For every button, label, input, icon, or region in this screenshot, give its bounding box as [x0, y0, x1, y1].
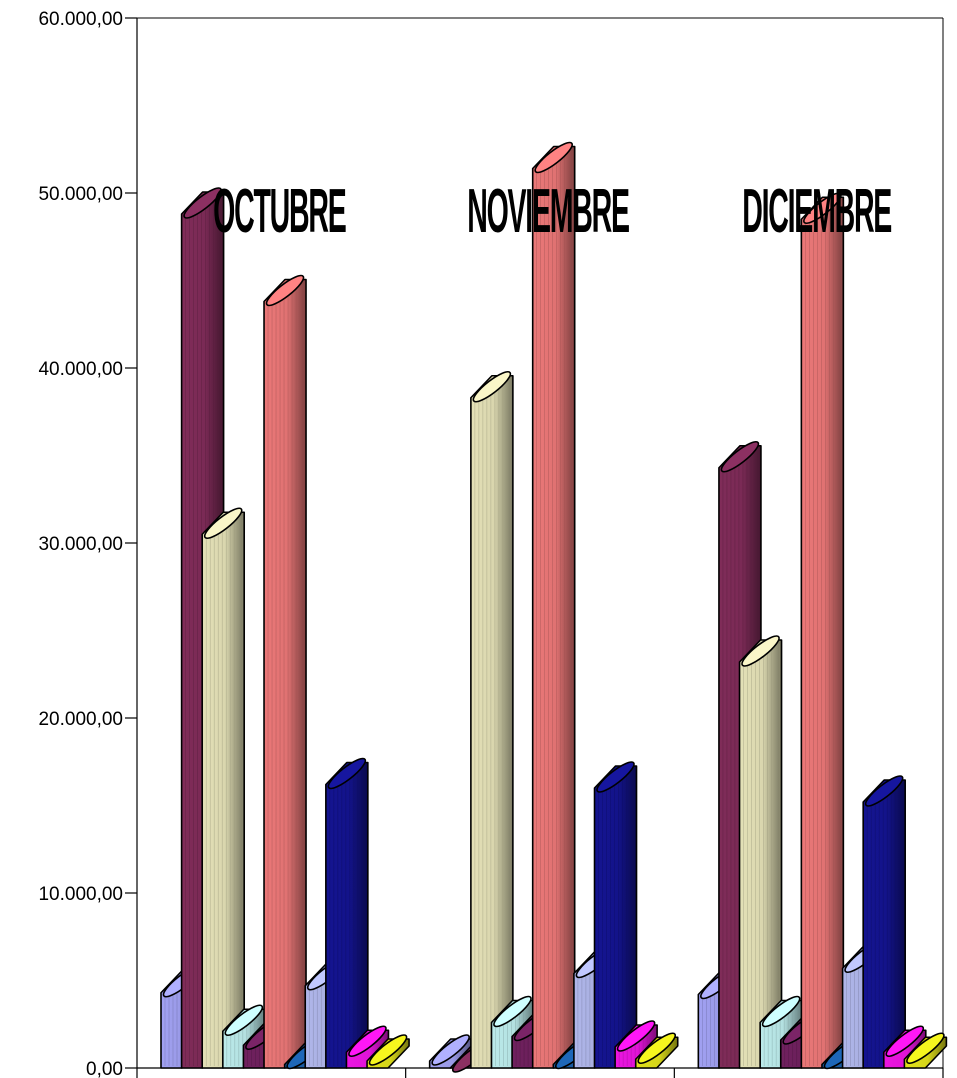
bar-cap [327, 757, 367, 790]
group-label: NOVIEMBRE [467, 177, 629, 246]
bar-cap [616, 1020, 656, 1052]
bar-cap [864, 775, 904, 807]
bar-cap [203, 507, 243, 539]
bar-cap [493, 995, 532, 1028]
y-tick-label: 20.000,00 [38, 709, 123, 730]
bar-cap [224, 1004, 264, 1036]
bar-cap [637, 1032, 677, 1064]
bar [882, 1025, 927, 1069]
bar [903, 1032, 948, 1069]
y-tick-label: 60.000,00 [38, 9, 123, 30]
bar [593, 761, 638, 1069]
bar [366, 1034, 410, 1069]
y-tick-label: 0,00 [86, 1059, 123, 1078]
bar-cap [906, 1032, 945, 1064]
bar [345, 1025, 390, 1069]
bar [201, 507, 246, 1069]
bar-cap [534, 141, 573, 174]
x-axis [136, 1067, 944, 1078]
bar-cap [803, 192, 842, 224]
bar [470, 371, 514, 1069]
bar-cap [741, 635, 780, 667]
group-label: OCTUBRE [213, 177, 346, 246]
bar [531, 141, 576, 1069]
group-label: DICIEMBRE [742, 177, 891, 246]
bar-cap [431, 1034, 470, 1066]
y-tick-label: 10.000,00 [38, 884, 123, 905]
bar [263, 274, 307, 1069]
bar-cap [472, 371, 512, 403]
bar-cap [596, 761, 635, 793]
bar [862, 775, 906, 1069]
group-labels: OCTUBRE NOVIEMBRE DICIEMBRE [213, 177, 893, 246]
y-tick-label: 50.000,00 [38, 184, 123, 205]
bar-cap [885, 1025, 925, 1057]
bar-cap [368, 1034, 408, 1066]
bar [800, 192, 845, 1069]
bars [160, 141, 948, 1073]
bar [634, 1032, 679, 1069]
y-tick-label: 40.000,00 [38, 359, 123, 380]
bar-cap [183, 187, 222, 219]
y-axis: 0,00 10.000,00 20.000,00 30.000,00 40.000,00… [38, 9, 138, 1078]
bar [738, 635, 783, 1069]
bar-cap [265, 274, 305, 307]
bar-cap [720, 441, 760, 473]
bar-cap [348, 1025, 387, 1057]
y-tick-label: 30.000,00 [38, 534, 123, 555]
bar-cap [761, 995, 801, 1028]
bar [325, 757, 369, 1069]
plot-frame [137, 17, 944, 1068]
